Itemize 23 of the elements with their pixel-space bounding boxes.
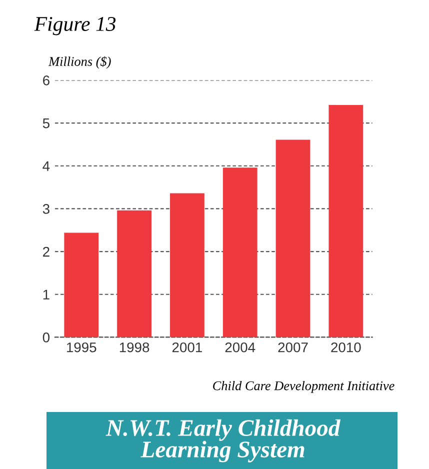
y-tick-label: 4	[42, 161, 50, 171]
x-tick-label: 2001	[172, 342, 202, 352]
x-tick-label: 2007	[278, 342, 308, 352]
y-tick-label: 0	[42, 332, 50, 342]
bar	[117, 210, 152, 338]
x-tick-label: 2010	[331, 342, 361, 352]
x-tick-label: 1995	[66, 342, 96, 352]
bar	[328, 105, 364, 338]
chart-title: Figure 13	[34, 17, 116, 36]
y-tick-label: 1	[43, 290, 50, 300]
y-tick-label: 3	[42, 204, 50, 214]
y-axis-title: Millions ($)	[48, 56, 111, 69]
bar	[64, 232, 99, 338]
text: Child Care Development Initiative	[213, 380, 394, 393]
y-tick-label: 6	[43, 76, 50, 86]
y-tick-label: 2	[43, 246, 50, 257]
x-tick-label: 1998	[120, 342, 150, 352]
bar	[276, 140, 310, 338]
x-tick-label: 2004	[225, 342, 256, 352]
text: N.W.T. Early Childhood Learning System	[106, 419, 340, 462]
y-tick-label: 5	[42, 118, 50, 128]
bar	[222, 168, 258, 338]
bar	[170, 193, 204, 338]
